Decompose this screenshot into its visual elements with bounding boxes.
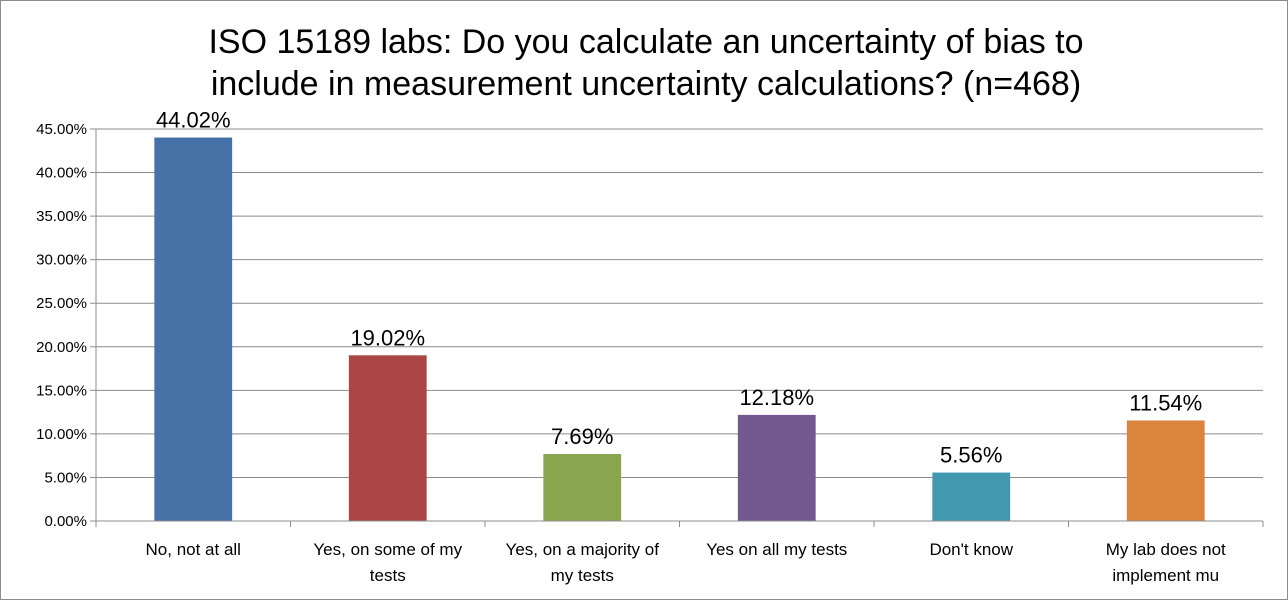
data-label: 19.02% <box>350 325 425 350</box>
chart-title-line-2: include in measurement uncertainty calcu… <box>211 65 1081 103</box>
data-label: 5.56% <box>940 443 1002 468</box>
x-axis-categories: No, not at all Yes, on some of my tests Yes… <box>146 540 1227 585</box>
x-tick-label: Don't know <box>929 540 1013 559</box>
bar <box>932 472 1011 521</box>
x-tick-label: Yes, on a majority of <box>506 540 660 559</box>
y-tick-label: 30.00% <box>36 252 87 269</box>
x-tick-label: My lab does not <box>1106 540 1226 559</box>
x-tick-label: Yes, on some of my <box>313 540 462 559</box>
y-tick-label: 0.00% <box>44 513 87 530</box>
x-tick-label: tests <box>370 566 406 585</box>
x-tick-label: No, not at all <box>146 540 241 559</box>
y-tick-label: 15.00% <box>36 382 87 399</box>
bar <box>543 454 622 521</box>
data-label: 11.54% <box>1129 390 1202 415</box>
y-tick-label: 20.00% <box>36 339 87 356</box>
y-tick-label: 10.00% <box>36 426 87 443</box>
x-tick-label: Yes on all my tests <box>706 540 847 559</box>
chart-title: ISO 15189 labs: Do you calculate an unce… <box>208 23 1083 103</box>
data-label: 12.18% <box>739 385 814 410</box>
y-tick-label: 35.00% <box>36 208 87 225</box>
bar <box>1126 420 1205 521</box>
y-axis-ticks: 0.00% 5.00% 10.00% 15.00% 20.00% 25.00% 30.00%… <box>36 121 96 530</box>
bars <box>154 137 1205 521</box>
chart-title-line-1: ISO 15189 labs: Do you calculate an unce… <box>208 23 1083 61</box>
gridlines <box>96 128 1263 478</box>
x-tick-label: implement mu <box>1112 566 1219 585</box>
y-tick-label: 25.00% <box>36 295 87 312</box>
axes <box>95 129 1264 527</box>
bar <box>154 137 233 521</box>
data-labels: 44.02% 19.02% 7.69% 12.18% 5.56% 11.54% <box>156 108 1202 468</box>
y-tick-label: 45.00% <box>36 121 87 138</box>
data-label: 7.69% <box>551 424 613 449</box>
bar <box>348 355 427 521</box>
data-label: 44.02% <box>156 108 231 133</box>
y-tick-label: 40.00% <box>36 165 87 182</box>
y-tick-label: 5.00% <box>44 469 87 486</box>
x-tick-label: my tests <box>551 566 614 585</box>
bar <box>737 414 816 521</box>
